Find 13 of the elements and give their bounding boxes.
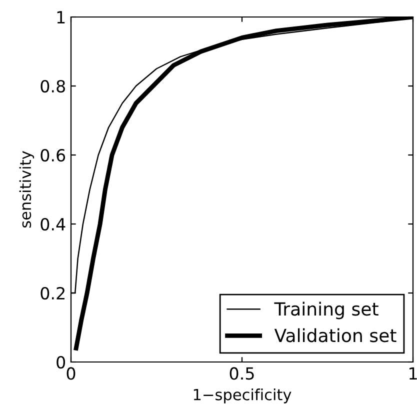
y-tick-label: 0: [56, 356, 66, 369]
legend-label: Validation set: [274, 328, 396, 342]
x-tick-label: 0: [66, 367, 76, 380]
y-tick-label: 0.8: [40, 80, 65, 93]
y-tick-label: 0.2: [40, 286, 64, 300]
y-tick-label: 1: [57, 11, 65, 24]
x-tick-label: 0.5: [230, 367, 254, 380]
x-tick-label: 1: [410, 367, 417, 380]
y-axis-title: sensitivity: [19, 151, 34, 228]
y-tick-label: 0.6: [40, 148, 66, 162]
y-tick-label: 0.4: [40, 218, 66, 231]
legend-label: Training set: [274, 302, 378, 320]
x-axis-title: 1−specificity: [194, 388, 292, 404]
